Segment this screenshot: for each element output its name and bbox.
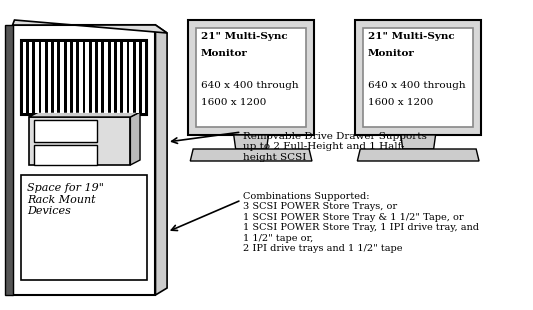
- Polygon shape: [190, 149, 312, 161]
- Bar: [188, 20, 314, 135]
- Bar: [54, 42, 58, 113]
- Bar: [22, 42, 26, 113]
- Text: 1600 x 1200: 1600 x 1200: [368, 98, 433, 107]
- Bar: [98, 42, 101, 113]
- Bar: [42, 42, 45, 113]
- Bar: [5, 25, 13, 295]
- Polygon shape: [29, 112, 140, 117]
- Bar: [67, 42, 70, 113]
- Polygon shape: [357, 149, 479, 161]
- Text: Removable Drive Drawer Supports
up to 2 Full-Height and 1 Half-
height SCSI: Removable Drive Drawer Supports up to 2 …: [244, 132, 427, 162]
- Bar: [356, 20, 481, 135]
- Text: Monitor: Monitor: [201, 48, 248, 57]
- Polygon shape: [131, 112, 140, 165]
- Bar: [363, 28, 473, 127]
- Bar: [117, 42, 120, 113]
- Text: Space for 19"
Rack Mount
Devices: Space for 19" Rack Mount Devices: [27, 183, 104, 216]
- Bar: [73, 42, 76, 113]
- Bar: [21, 40, 147, 115]
- Text: 21" Multi-Sync: 21" Multi-Sync: [368, 32, 455, 41]
- Polygon shape: [234, 135, 269, 149]
- Bar: [13, 25, 156, 295]
- Bar: [34, 145, 96, 165]
- Bar: [48, 42, 51, 113]
- Polygon shape: [13, 20, 167, 33]
- Bar: [135, 42, 139, 113]
- Bar: [29, 117, 131, 165]
- Text: 640 x 400 through: 640 x 400 through: [201, 82, 298, 91]
- Text: Monitor: Monitor: [368, 48, 415, 57]
- Bar: [79, 42, 83, 113]
- Bar: [110, 42, 114, 113]
- Text: 21" Multi-Sync: 21" Multi-Sync: [201, 32, 287, 41]
- Bar: [21, 175, 147, 280]
- Bar: [142, 42, 146, 113]
- Bar: [123, 42, 126, 113]
- Bar: [60, 42, 64, 113]
- Bar: [29, 42, 33, 113]
- Text: 1600 x 1200: 1600 x 1200: [201, 98, 266, 107]
- Text: Combinations Supported:
3 SCSI POWER Store Trays, or
1 SCSI POWER Store Tray & 1: Combinations Supported: 3 SCSI POWER Sto…: [244, 192, 479, 253]
- Bar: [92, 42, 95, 113]
- Polygon shape: [401, 135, 435, 149]
- Text: 640 x 400 through: 640 x 400 through: [368, 82, 466, 91]
- Bar: [34, 120, 96, 142]
- Polygon shape: [156, 25, 167, 295]
- Bar: [104, 42, 108, 113]
- Bar: [85, 42, 89, 113]
- Bar: [196, 28, 306, 127]
- Bar: [35, 42, 38, 113]
- Bar: [130, 42, 133, 113]
